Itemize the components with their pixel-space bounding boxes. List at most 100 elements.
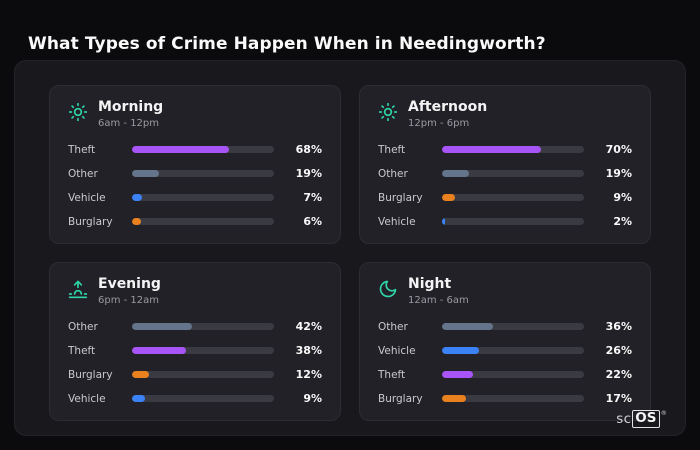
bar-value: 38% [295, 344, 322, 358]
time-period-card: Night 12am - 6am Other 36% Vehicle 26% Theft… [359, 262, 651, 422]
bar-row: Other 19% [68, 167, 322, 180]
bar-value: 36% [605, 320, 632, 334]
bar-label: Theft [378, 143, 406, 156]
registered-mark: ® [660, 409, 668, 418]
bar-fill [132, 218, 141, 226]
bar-label: Burglary [378, 392, 423, 405]
bar-fill [442, 347, 479, 355]
bar-label: Other [68, 320, 98, 333]
bar-row: Other 19% [378, 167, 632, 180]
bar-label: Burglary [378, 191, 423, 204]
card-header-text: Evening 6pm - 12am [98, 276, 161, 306]
bar-label: Burglary [68, 368, 113, 381]
bar-label: Other [68, 167, 98, 180]
bar-track [442, 371, 584, 379]
bar-row: Theft 38% [68, 344, 322, 357]
bar-track [132, 218, 274, 226]
bar-row: Burglary 9% [378, 191, 632, 204]
bar-fill [132, 395, 145, 403]
bar-label: Other [378, 320, 408, 333]
bar-label: Vehicle [378, 344, 416, 357]
bar-track [132, 170, 274, 178]
card-header-text: Night 12am - 6am [408, 276, 469, 306]
card-title: Afternoon [408, 99, 488, 115]
bar-fill [132, 371, 150, 379]
bar-fill [442, 218, 445, 226]
bar-label: Vehicle [378, 215, 416, 228]
card-header: Afternoon 12pm - 6pm [378, 99, 632, 129]
bar-value: 70% [605, 143, 632, 157]
bar-row: Burglary 12% [68, 368, 322, 381]
time-period-card: Morning 6am - 12pm Theft 68% Other 19% Vehic… [49, 85, 341, 245]
bar-track [442, 395, 584, 403]
bar-row: Burglary 17% [378, 392, 632, 405]
bar-value: 17% [605, 392, 632, 406]
bar-value: 19% [605, 167, 632, 181]
bar-value: 2% [613, 215, 632, 229]
bar-row: Vehicle 26% [378, 344, 632, 357]
bar-fill [132, 146, 229, 154]
bar-value: 7% [303, 191, 322, 205]
bar-track [442, 146, 584, 154]
bar-track [442, 170, 584, 178]
bar-track [442, 323, 584, 331]
logo-prefix: sc [616, 411, 632, 428]
bar-value: 26% [605, 344, 632, 358]
bar-fill [132, 323, 192, 331]
bar-rows: Theft 68% Other 19% Vehicle 7% Burglary 6% [68, 143, 322, 228]
bar-row: Vehicle 7% [68, 191, 322, 204]
bar-row: Other 42% [68, 320, 322, 333]
bar-fill [442, 170, 469, 178]
bar-value: 9% [303, 392, 322, 406]
bar-value: 9% [613, 191, 632, 205]
bar-track [132, 146, 274, 154]
bar-row: Other 36% [378, 320, 632, 333]
moon-icon [378, 279, 398, 299]
bar-label: Vehicle [68, 392, 106, 405]
bar-value: 12% [295, 368, 322, 382]
bar-row: Theft 22% [378, 368, 632, 381]
card-header: Night 12am - 6am [378, 276, 632, 306]
bar-fill [132, 170, 159, 178]
bar-track [132, 194, 274, 202]
bar-label: Theft [68, 143, 96, 156]
card-time-range: 12pm - 6pm [408, 118, 470, 130]
bar-track [442, 347, 584, 355]
card-header-text: Morning 6am - 12pm [98, 99, 163, 129]
bar-value: 19% [295, 167, 322, 181]
dashboard-panel: Morning 6am - 12pm Theft 68% Other 19% Vehic… [14, 60, 686, 436]
bar-rows: Other 36% Vehicle 26% Theft 22% Burglary 17% [378, 320, 632, 405]
cards-grid: Morning 6am - 12pm Theft 68% Other 19% Vehic… [15, 61, 685, 429]
bar-track [132, 323, 274, 331]
bar-fill [442, 323, 494, 331]
bar-fill [442, 395, 467, 403]
bar-fill [132, 194, 142, 202]
bar-rows: Other 42% Theft 38% Burglary 12% Vehicle 9% [68, 320, 322, 405]
card-header: Evening 6pm - 12am [68, 276, 322, 306]
card-time-range: 6pm - 12am [98, 295, 160, 307]
sun-icon [68, 102, 88, 122]
bar-value: 68% [295, 143, 322, 157]
bar-value: 22% [605, 368, 632, 382]
bar-fill [442, 146, 542, 154]
bar-row: Vehicle 2% [378, 215, 632, 228]
card-header: Morning 6am - 12pm [68, 99, 322, 129]
bar-track [442, 218, 584, 226]
card-header-text: Afternoon 12pm - 6pm [408, 99, 487, 129]
bar-track [442, 194, 584, 202]
bar-fill [132, 347, 186, 355]
time-period-card: Afternoon 12pm - 6pm Theft 70% Other 19% Bur… [359, 85, 651, 245]
bar-fill [442, 371, 474, 379]
bar-row: Theft 68% [68, 143, 322, 156]
sun-icon [378, 102, 398, 122]
card-title: Morning [98, 99, 164, 115]
sunset-icon [68, 279, 88, 299]
bar-rows: Theft 70% Other 19% Burglary 9% Vehicle 2% [378, 143, 632, 228]
logo-box: OS [632, 410, 660, 428]
bar-track [132, 395, 274, 403]
bar-row: Burglary 6% [68, 215, 322, 228]
card-title: Evening [98, 276, 161, 293]
bar-value: 42% [295, 320, 322, 334]
bar-label: Other [378, 167, 408, 180]
bar-row: Theft 70% [378, 143, 632, 156]
